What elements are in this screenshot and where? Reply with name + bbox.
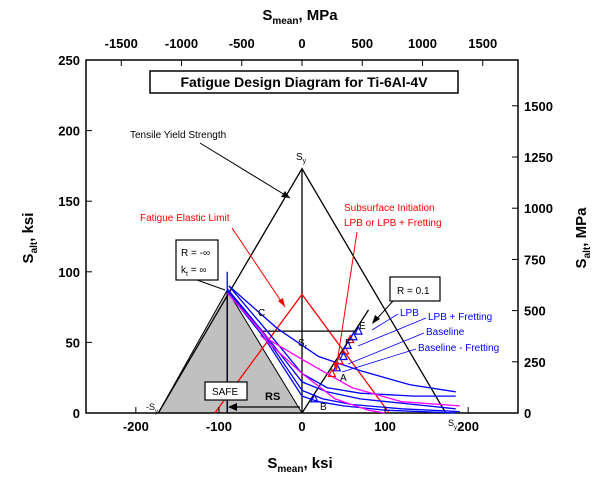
legend-lpb-leader — [371, 313, 399, 331]
data-point-2 — [340, 345, 350, 355]
subsurface-label-2: LPB or LPB + Fretting — [344, 218, 442, 229]
bottom-tick-label: -100 — [206, 419, 232, 434]
subsurface-arrow — [335, 231, 358, 371]
top-axis-label: Smean, MPa — [262, 7, 338, 27]
chart-title: Fatigue Design Diagram for Ti-6Al-4V — [180, 74, 428, 90]
points-layer — [309, 325, 363, 403]
right-tick-label: 250 — [524, 355, 546, 370]
data-point-5 — [339, 351, 349, 361]
r-inf-line1: R = -∞ — [181, 248, 210, 259]
legend-lpb-fretting: LPB + Fretting — [428, 312, 492, 323]
legend-baseline: Baseline — [426, 327, 465, 338]
r-inf-arrow — [196, 279, 226, 291]
subsurface-label-1: Subsurface Initiation — [344, 203, 435, 214]
point-sr-label: Sr — [298, 338, 308, 351]
left-tick-label: 200 — [58, 124, 80, 139]
legend-baseline-leader — [347, 332, 425, 365]
series-line-magenta-1 — [226, 292, 460, 407]
series-line-r-010-line — [301, 309, 370, 414]
fatigue-elastic-arrow — [231, 227, 286, 308]
point-e-label: E — [359, 321, 366, 332]
top-tick-label: 1000 — [408, 36, 437, 51]
legend-lpb-fretting-leader — [357, 317, 427, 347]
left-tick-label: 150 — [58, 194, 80, 209]
r01-label: R = 0.1 — [397, 286, 430, 297]
lines-layer — [157, 167, 460, 414]
sy-top-label: Sy — [296, 152, 307, 165]
bottom-axis-label: Smean, ksi — [267, 455, 332, 475]
ticks-layer: -200 -100 0 100 200-1500 -1000 -500 0 500 1000 150… — [58, 36, 553, 434]
left-tick-label: 250 — [58, 53, 80, 68]
r-inf-line2: kt = ∞ — [181, 265, 206, 278]
r-inf-box — [175, 239, 219, 281]
point-b-label: B — [320, 402, 327, 413]
tensile-yield-arrow — [199, 142, 291, 199]
top-tick-label: -500 — [229, 36, 255, 51]
r01-box — [389, 276, 441, 302]
legend-baseline-fretting-leader — [341, 348, 417, 373]
left-tick-label: 50 — [66, 335, 80, 350]
series-line-LPB — [228, 285, 456, 397]
right-axis-label: Salt, MPa — [573, 207, 593, 269]
series-line-elastic-limit — [214, 293, 390, 414]
point-a-label: A — [340, 373, 347, 384]
right-tick-label: 1500 — [524, 99, 553, 114]
data-point-6 — [343, 339, 353, 349]
bottom-tick-label: 0 — [298, 419, 305, 434]
data-point-3 — [345, 334, 355, 344]
right-tick-label: 0 — [524, 406, 531, 421]
r01-arrowhead — [372, 315, 380, 324]
right-tick-label: 500 — [524, 304, 546, 319]
left-tick-label: 0 — [73, 406, 80, 421]
data-point-9 — [309, 393, 319, 403]
point-f-label: F — [345, 338, 351, 349]
point-c-label: C — [258, 308, 265, 319]
top-tick-label: 1500 — [468, 36, 497, 51]
series-line-magenta-2 — [260, 334, 386, 414]
legend-baseline-fretting: Baseline - Fretting — [418, 343, 499, 354]
rs-arrowhead — [228, 403, 237, 411]
sy-right-label: Sy — [448, 418, 457, 431]
sy-left-label: -Sy — [146, 402, 158, 415]
bottom-tick-label: -200 — [123, 419, 149, 434]
right-tick-label: 1000 — [524, 201, 553, 216]
fatigue-elastic-label: Fatigue Elastic Limit — [140, 213, 230, 224]
safe-box — [204, 381, 248, 401]
top-tick-label: -1000 — [165, 36, 198, 51]
top-tick-label: 0 — [298, 36, 305, 51]
data-point-8 — [354, 325, 363, 335]
left-tick-label: 100 — [58, 265, 80, 280]
data-point-0 — [327, 368, 337, 378]
top-tick-label: -1500 — [105, 36, 138, 51]
legend-lpb: LPB — [400, 308, 419, 319]
right-tick-label: 1250 — [524, 150, 553, 165]
tensile-yield-label: Tensile Yield Strength — [130, 130, 226, 141]
top-tick-label: 500 — [351, 36, 373, 51]
fatigue-elastic-arrowhead — [278, 298, 285, 307]
subsurface-arrowhead — [333, 362, 339, 372]
right-tick-label: 750 — [524, 252, 546, 267]
tensile-yield-arrowhead — [281, 191, 290, 198]
title-box — [149, 70, 459, 94]
rs-label: RS — [265, 391, 280, 403]
bottom-tick-label: 100 — [374, 419, 396, 434]
left-axis-label: Salt, ksi — [20, 213, 40, 264]
data-point-7 — [349, 331, 358, 341]
safe-label: SAFE — [212, 387, 238, 398]
bottom-tick-label: 200 — [457, 419, 479, 434]
